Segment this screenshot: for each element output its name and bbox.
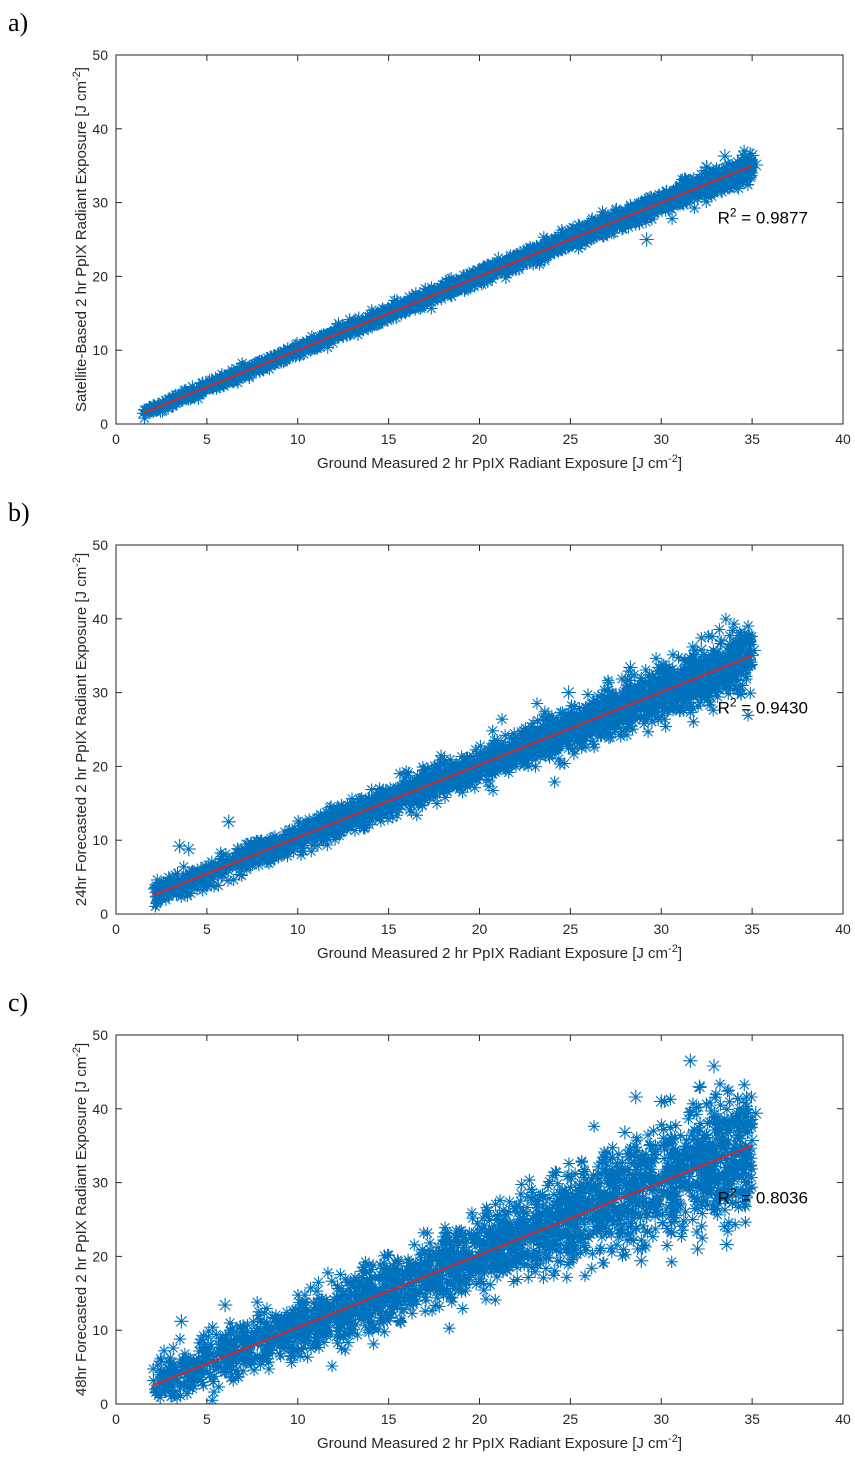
y-axis-label: 48hr Forecasted 2 hr PpIX Radiant Exposu… — [71, 1043, 90, 1396]
y-tick-label: 40 — [92, 611, 108, 627]
y-tick-label: 0 — [100, 416, 108, 432]
y-tick-label: 0 — [100, 1396, 108, 1412]
x-tick-label: 25 — [563, 1411, 579, 1427]
y-tick-label: 40 — [92, 1101, 108, 1117]
scatter-chart: 0 5 10 15 20 25 30 35 40 0 10 20 30 40 50 Ground Measur… — [71, 537, 851, 962]
y-tick-label: 0 — [100, 906, 108, 922]
r-squared-annotation: R2 = 0.9430 — [718, 695, 808, 717]
y-tick-label: 50 — [92, 47, 108, 63]
panel-c: c) 0 5 10 15 20 25 30 35 40 0 10 20 30 40 50 Ground Mea… — [0, 980, 855, 1459]
fit-line — [151, 1144, 753, 1387]
x-axis-label: Ground Measured 2 hr PpIX Radiant Exposu… — [317, 1433, 682, 1452]
scatter-points — [147, 1053, 763, 1404]
scatter-markers — [147, 612, 762, 913]
x-axis-label: Ground Measured 2 hr PpIX Radiant Exposu… — [317, 943, 682, 962]
x-tick-label: 20 — [472, 1411, 488, 1427]
x-tick-label: 30 — [653, 1411, 669, 1427]
fit-line — [142, 164, 753, 414]
x-tick-label: 15 — [381, 431, 397, 447]
x-tick-label: 35 — [744, 921, 760, 937]
y-tick-label: 20 — [92, 1248, 108, 1264]
scatter-markers — [147, 1053, 763, 1404]
y-tick-label: 10 — [92, 342, 108, 358]
x-tick-label: 20 — [472, 431, 488, 447]
x-tick-label: 40 — [835, 431, 851, 447]
y-tick-label: 50 — [92, 1027, 108, 1043]
panel-label: c) — [8, 988, 29, 1017]
panel-label: a) — [8, 8, 29, 37]
x-tick-label: 15 — [381, 921, 397, 937]
x-tick-label: 25 — [563, 921, 579, 937]
y-tick-label: 30 — [92, 1175, 108, 1191]
x-tick-label: 40 — [835, 1411, 851, 1427]
panel-b: b) 0 5 10 15 20 25 30 35 40 0 10 20 30 40 50 Ground Mea… — [0, 490, 855, 980]
fit-line — [151, 654, 753, 897]
x-tick-label: 0 — [112, 1411, 120, 1427]
panel-label: b) — [8, 498, 30, 527]
x-axis-label: Ground Measured 2 hr PpIX Radiant Exposu… — [317, 453, 682, 472]
scatter-chart: 0 5 10 15 20 25 30 35 40 0 10 20 30 40 50 Ground Measur… — [71, 1027, 851, 1452]
x-tick-label: 35 — [744, 1411, 760, 1427]
y-tick-label: 30 — [92, 685, 108, 701]
r-squared-annotation: R2 = 0.8036 — [718, 1185, 808, 1207]
y-tick-label: 10 — [92, 1322, 108, 1338]
y-tick-label: 20 — [92, 268, 108, 284]
y-tick-label: 20 — [92, 758, 108, 774]
r-squared-annotation: R2 = 0.9877 — [718, 205, 808, 227]
x-tick-label: 10 — [290, 921, 306, 937]
x-tick-label: 10 — [290, 431, 306, 447]
x-tick-label: 20 — [472, 921, 488, 937]
y-tick-label: 10 — [92, 832, 108, 848]
y-tick-label: 50 — [92, 537, 108, 553]
x-tick-label: 0 — [112, 431, 120, 447]
y-axis-label: Satellite-Based 2 hr PpIX Radiant Exposu… — [71, 67, 90, 412]
scatter-points — [147, 612, 762, 913]
scatter-markers — [137, 144, 763, 424]
x-tick-label: 5 — [203, 921, 211, 937]
x-tick-label: 25 — [563, 431, 579, 447]
scatter-chart: 0 5 10 15 20 25 30 35 40 0 10 20 30 40 50 Ground Measur… — [71, 47, 851, 472]
y-axis-label: 24hr Forecasted 2 hr PpIX Radiant Exposu… — [71, 553, 90, 906]
x-tick-label: 10 — [290, 1411, 306, 1427]
x-tick-label: 40 — [835, 921, 851, 937]
y-tick-label: 40 — [92, 121, 108, 137]
x-tick-label: 35 — [744, 431, 760, 447]
panel-a: a) 0 5 10 15 20 25 30 35 40 0 10 20 30 40 50 Ground Mea… — [0, 0, 855, 490]
x-tick-label: 30 — [653, 921, 669, 937]
x-tick-label: 30 — [653, 431, 669, 447]
x-tick-label: 5 — [203, 1411, 211, 1427]
x-tick-label: 5 — [203, 431, 211, 447]
x-tick-label: 15 — [381, 1411, 397, 1427]
scatter-points — [137, 144, 763, 424]
x-tick-label: 0 — [112, 921, 120, 937]
axes-box — [115, 54, 844, 425]
y-tick-label: 30 — [92, 195, 108, 211]
